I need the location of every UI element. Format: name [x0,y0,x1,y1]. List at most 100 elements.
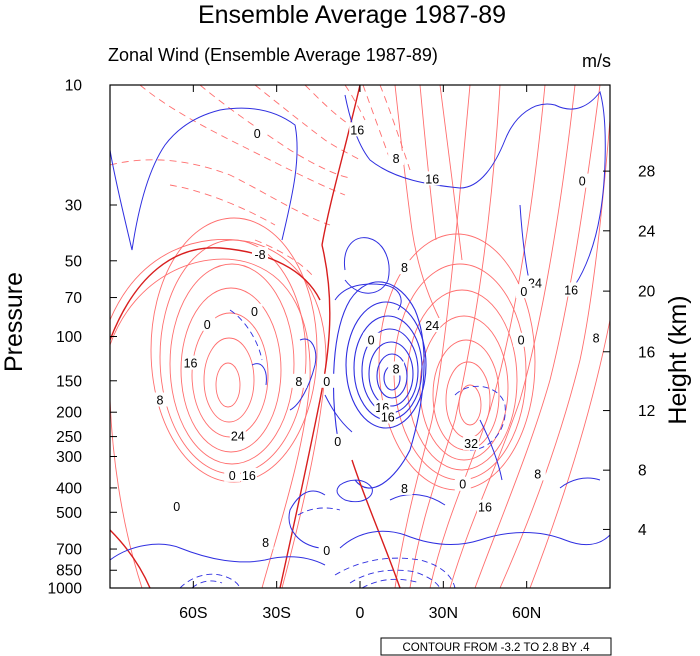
contour-label-bg [379,409,396,424]
equatorial-easterly-core [332,281,427,489]
contour-label: 8 [534,467,541,481]
contour-label: 8 [401,482,408,496]
contour-label-bg [396,260,413,275]
height-tick-label: 16 [638,344,655,361]
x-axis: 60S 30S 0 30N 60N [179,85,541,622]
contour-label-bg [318,373,335,388]
contour-label-bg [224,467,241,482]
surface-easterlies [179,309,506,588]
contour-label: 0 [520,285,527,299]
contour-label-bg [168,498,185,513]
x-tick-label: 60N [512,605,541,622]
contour-label: 0 [334,435,341,449]
contour-label-bg [396,480,413,495]
stratosphere-easterlies [110,85,411,276]
contour-label-bg [329,433,346,448]
contour-label: -8 [254,248,265,262]
contour-label: 16 [184,357,198,371]
y-tick-label: 500 [56,505,82,522]
contour-label: 0 [323,375,330,389]
contour-label: 16 [350,123,364,137]
y-tick-label: 10 [65,78,83,95]
y-axis-title-pressure: Pressure [0,272,28,372]
y-tick-label: 250 [56,429,82,446]
contour-label: 0 [323,544,330,558]
contour-label-bg [563,282,580,297]
units-label: m/s [582,51,611,71]
contour-label: 8 [295,375,302,389]
contour-label-bg [246,303,263,318]
chart-subtitle: Zonal Wind (Ensemble Average 1987-89) [108,45,438,65]
contour-label-bg [290,373,307,388]
contour-label: 24 [425,319,439,333]
y-tick-label: 150 [56,373,82,390]
contour-label: 8 [262,536,269,550]
contour-label: 16 [478,501,492,515]
contour-label: 0 [204,318,211,332]
contour-label-bg [515,284,532,299]
height-tick-label: 24 [638,223,656,240]
contour-label: 16 [564,283,578,297]
contour-label: 0 [173,500,180,514]
contour-label-bg [574,173,591,188]
contour-label: 8 [393,152,400,166]
footer-box [380,637,612,656]
footer-contour-info: CONTOUR FROM -3.2 TO 2.8 BY .4 [402,642,590,654]
x-tick-label: 0 [356,605,365,622]
contour-label-bg [588,330,605,345]
contour-label: 0 [518,334,525,348]
contour-label: 8 [157,393,164,407]
y-tick-label: 50 [65,253,83,270]
x-tick-label: 30N [429,605,458,622]
chart-title: Ensemble Average 1987-89 [198,1,506,29]
contour-label-bg [229,428,246,443]
contour-label-bg [152,392,168,407]
y-axis-title-height: Height (km) [664,295,692,424]
contour-label-bg [424,171,441,186]
y-tick-label: 700 [56,542,82,559]
y-tick-label: 850 [56,563,82,580]
contour-label-bg [463,435,480,450]
height-tick-label: 28 [638,164,655,181]
contour-label-bg [182,355,199,370]
zero-contours [110,85,401,588]
contour-label-bg [513,332,530,347]
height-tick-label: 12 [638,403,655,420]
y-tick-label: 70 [65,290,83,307]
contour-label-bg [199,316,216,331]
y-tick-label: 100 [56,329,82,346]
height-tick-label: 8 [638,463,647,480]
height-tick-label: 4 [638,522,647,539]
contour-label-bg [240,467,257,482]
y-axis-height: 4 8 12 16 20 24 28 [603,164,656,539]
y-tick-label: 400 [56,480,82,497]
contour-label: 24 [231,429,245,443]
contour-label-bg [529,466,546,481]
contour-label-bg [249,125,266,140]
contour-label-bg [477,499,493,514]
contour-label-bg [252,247,268,262]
x-tick-label: 30S [262,605,290,622]
contour-label-bg [363,332,380,347]
height-tick-label: 20 [638,284,656,301]
nh-jet-contours [378,85,610,588]
contour-label: 16 [425,172,439,186]
contour-label-bg [454,476,471,491]
y-tick-label: 200 [56,405,82,422]
contour-label: 8 [401,261,408,275]
contour-lines [110,85,610,588]
sh-jet-contours [110,217,327,588]
contour-label: 0 [229,469,236,483]
contour-label: 16 [381,410,395,424]
contour-label: 0 [459,478,466,492]
contour-label: 0 [254,127,261,141]
contour-label-bg [349,122,366,137]
y-tick-label: 300 [56,449,82,466]
contour-label-bg [257,534,274,549]
contour-label: 0 [251,305,258,319]
contour-label: 8 [393,362,400,376]
contour-label-bg [388,361,405,376]
